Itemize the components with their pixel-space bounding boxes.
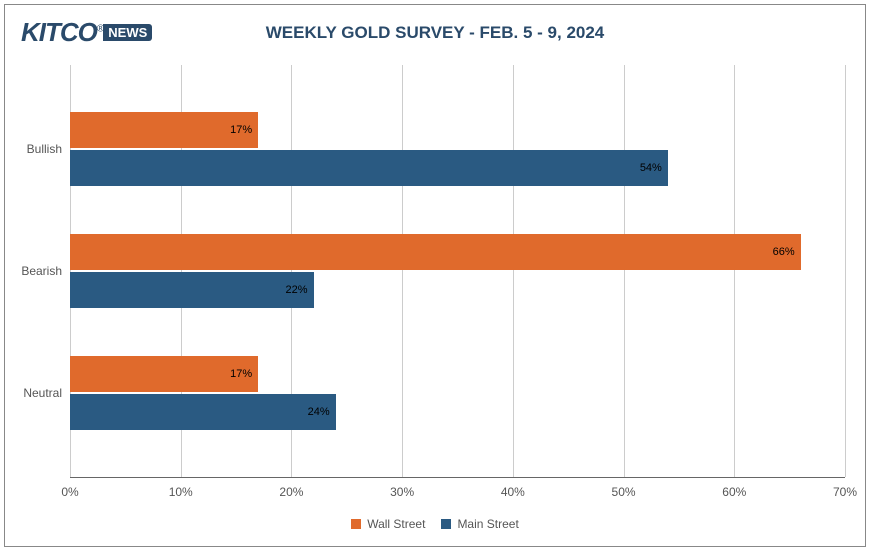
- grid-line: [624, 65, 625, 477]
- x-tick-label: 40%: [501, 485, 525, 499]
- legend-item: Main Street: [441, 517, 518, 531]
- x-tick-label: 70%: [833, 485, 857, 499]
- x-tick-label: 10%: [169, 485, 193, 499]
- bar: 66%: [70, 234, 801, 270]
- x-tick-label: 30%: [390, 485, 414, 499]
- grid-line: [513, 65, 514, 477]
- legend-item: Wall Street: [351, 517, 425, 531]
- bar: 24%: [70, 394, 336, 430]
- legend-label: Wall Street: [367, 517, 425, 531]
- x-tick-label: 60%: [722, 485, 746, 499]
- category-label: Bullish: [12, 142, 62, 156]
- bar: 17%: [70, 356, 258, 392]
- x-tick-label: 50%: [612, 485, 636, 499]
- legend-label: Main Street: [457, 517, 518, 531]
- bar-value-label: 17%: [230, 368, 252, 380]
- bar: 17%: [70, 112, 258, 148]
- grid-line: [845, 65, 846, 477]
- chart-title: WEEKLY GOLD SURVEY - FEB. 5 - 9, 2024: [5, 23, 865, 43]
- legend-swatch: [441, 519, 451, 529]
- bar: 54%: [70, 150, 668, 186]
- bar: 22%: [70, 272, 314, 308]
- bar-value-label: 54%: [640, 162, 662, 174]
- bar-value-label: 24%: [308, 406, 330, 418]
- legend-swatch: [351, 519, 361, 529]
- category-label: Neutral: [12, 386, 62, 400]
- x-tick-label: 20%: [279, 485, 303, 499]
- grid-line: [734, 65, 735, 477]
- chart-frame: KITCO®NEWS WEEKLY GOLD SURVEY - FEB. 5 -…: [4, 4, 866, 547]
- category-label: Bearish: [12, 264, 62, 278]
- bar-value-label: 66%: [773, 246, 795, 258]
- bar-value-label: 17%: [230, 124, 252, 136]
- legend: Wall Street Main Street: [5, 517, 865, 532]
- x-tick-label: 0%: [61, 485, 78, 499]
- grid-line: [402, 65, 403, 477]
- bar-value-label: 22%: [286, 284, 308, 296]
- plot-area: 0%10%20%30%40%50%60%70%Bullish17%54%Bear…: [70, 65, 845, 478]
